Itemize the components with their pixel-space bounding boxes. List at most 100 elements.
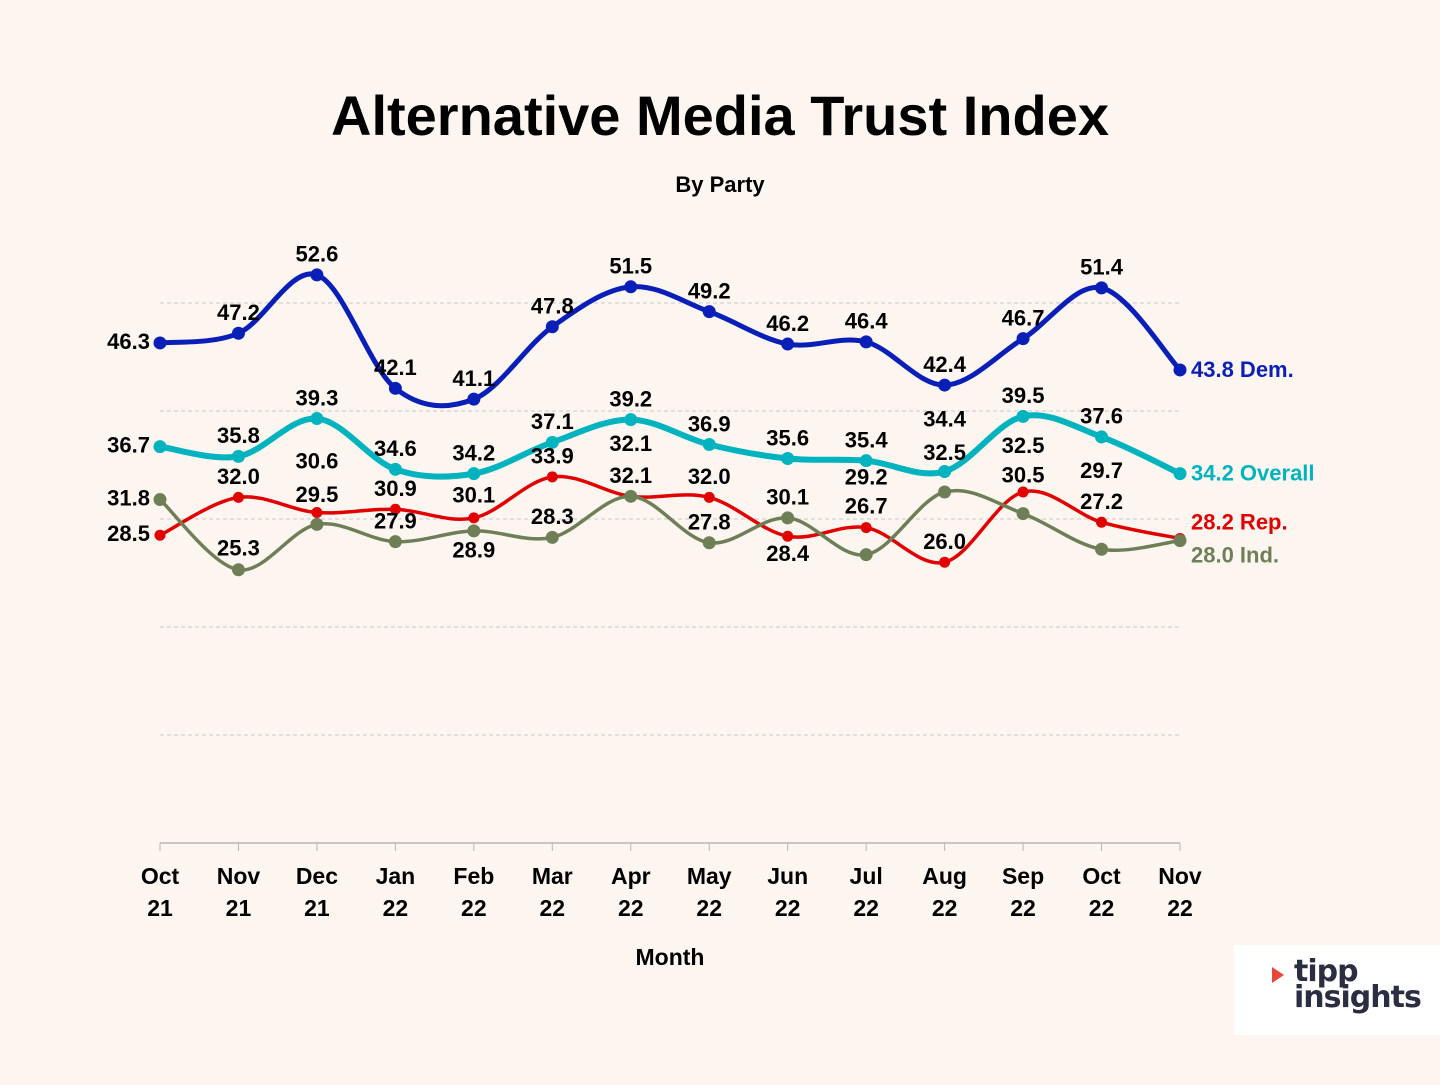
logo-arrow-icon (1272, 967, 1284, 983)
data-point (388, 462, 402, 476)
data-point (310, 268, 324, 282)
series-end-label: 34.2 Overall (1191, 460, 1315, 485)
data-point (545, 320, 559, 334)
data-point (154, 529, 166, 541)
data-point (859, 454, 873, 468)
data-point (1173, 534, 1187, 548)
data-label: 46.2 (766, 311, 809, 336)
x-tick-label: 22 (853, 895, 879, 921)
data-point (702, 536, 716, 550)
data-point (231, 326, 245, 340)
data-label: 25.3 (217, 536, 260, 561)
data-label: 46.4 (845, 309, 889, 334)
data-label: 28.3 (531, 504, 574, 529)
x-tick-label: Oct (141, 863, 180, 889)
data-point (1095, 542, 1109, 556)
data-label: 29.5 (296, 482, 339, 507)
data-label: 32.0 (688, 464, 731, 489)
data-label: 51.5 (609, 254, 652, 279)
data-point (545, 530, 559, 544)
data-point (310, 517, 324, 531)
data-label: 30.1 (766, 485, 809, 510)
series-end-label: 28.0 Ind. (1191, 542, 1279, 567)
tipp-insights-logo: tipp insights (1234, 945, 1440, 1035)
data-label: 36.7 (107, 432, 150, 457)
data-point (859, 335, 873, 349)
data-point (1016, 507, 1030, 521)
x-tick-label: Jan (376, 863, 416, 889)
data-point (546, 471, 558, 483)
data-label: 41.1 (452, 366, 495, 391)
data-label: 29.2 (845, 464, 888, 489)
data-point (1095, 430, 1109, 444)
data-label: 34.4 (923, 406, 967, 431)
data-point (1017, 486, 1029, 498)
data-point (938, 378, 952, 392)
data-point (781, 511, 795, 525)
data-label: 42.4 (923, 352, 967, 377)
data-label: 37.6 (1080, 404, 1123, 429)
x-tick-label: 22 (1089, 895, 1115, 921)
data-point (938, 485, 952, 499)
data-point (231, 563, 245, 577)
data-label: 34.2 (452, 440, 495, 465)
x-tick-label: 22 (1010, 895, 1036, 921)
data-point (624, 413, 638, 427)
data-label: 35.6 (766, 425, 809, 450)
x-tick-label: Apr (611, 863, 651, 889)
x-tick-label: 22 (383, 895, 409, 921)
data-point (467, 524, 481, 538)
data-label: 27.8 (688, 510, 731, 535)
data-label: 27.9 (374, 508, 417, 533)
data-label: 39.2 (609, 386, 652, 411)
series-end-label: 43.8 Dem. (1191, 357, 1294, 382)
data-label: 27.2 (1080, 489, 1123, 514)
x-tick-label: 22 (461, 895, 487, 921)
data-label: 46.3 (107, 329, 150, 354)
x-tick-label: Jun (767, 863, 808, 889)
data-label: 26.7 (845, 493, 888, 518)
data-label: 30.6 (296, 448, 339, 473)
data-label: 26.0 (923, 529, 966, 554)
data-point (388, 381, 402, 395)
chart-subtitle: By Party (675, 172, 765, 197)
x-tick-label: Oct (1082, 863, 1121, 889)
x-tick-label: 21 (304, 895, 330, 921)
data-point (467, 467, 481, 481)
data-label: 32.1 (609, 463, 652, 488)
data-label: 30.1 (452, 483, 495, 508)
data-label: 29.7 (1080, 458, 1123, 483)
data-point (860, 522, 872, 534)
data-label: 32.1 (609, 431, 652, 456)
data-label: 28.4 (766, 541, 810, 566)
data-point (624, 280, 638, 294)
data-point (231, 449, 245, 463)
data-label: 30.9 (374, 476, 417, 501)
x-tick-label: Jul (850, 863, 883, 889)
data-point (153, 493, 167, 507)
x-tick-label: 22 (775, 895, 801, 921)
data-point (389, 503, 401, 515)
data-point (388, 535, 402, 549)
x-tick-label: 22 (618, 895, 644, 921)
data-label: 32.5 (923, 440, 966, 465)
x-axis-label: Month (636, 944, 705, 970)
x-tick-label: 22 (540, 895, 566, 921)
data-point (1095, 281, 1109, 295)
data-point (467, 392, 481, 406)
data-point (153, 336, 167, 350)
data-label: 39.5 (1002, 383, 1045, 408)
x-tick-label: Mar (532, 863, 573, 889)
data-point (1173, 363, 1187, 377)
data-point (1096, 516, 1108, 528)
x-tick-label: Sep (1002, 863, 1044, 889)
data-label: 52.6 (296, 242, 339, 267)
data-label: 36.9 (688, 411, 731, 436)
data-label: 46.7 (1002, 305, 1045, 330)
data-point (1173, 467, 1187, 481)
data-point (311, 507, 323, 519)
data-point (781, 337, 795, 351)
x-tick-label: 22 (932, 895, 958, 921)
data-point (702, 437, 716, 451)
